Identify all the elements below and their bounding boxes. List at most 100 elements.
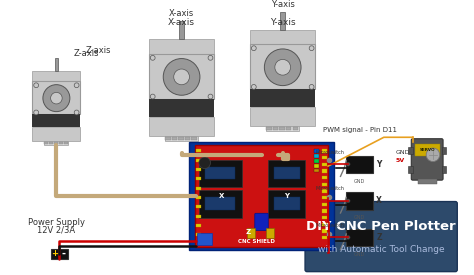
Bar: [185, 137, 191, 140]
Bar: [247, 228, 255, 238]
Text: GND: GND: [354, 252, 365, 257]
FancyBboxPatch shape: [250, 44, 316, 89]
Bar: [172, 137, 177, 140]
Bar: [322, 209, 327, 213]
Bar: [280, 127, 285, 130]
Text: +: +: [52, 249, 58, 258]
Bar: [250, 89, 316, 107]
Bar: [314, 169, 319, 172]
Text: 5V: 5V: [395, 158, 405, 163]
Bar: [51, 249, 68, 258]
Bar: [199, 160, 242, 188]
Bar: [179, 21, 184, 39]
Circle shape: [163, 59, 200, 95]
Text: Power Supply: Power Supply: [28, 218, 85, 227]
Text: Y: Y: [376, 160, 382, 169]
Bar: [196, 149, 201, 152]
FancyBboxPatch shape: [305, 202, 457, 272]
Circle shape: [346, 235, 350, 239]
Bar: [346, 156, 373, 173]
FancyBboxPatch shape: [250, 30, 316, 44]
Bar: [346, 192, 373, 210]
Bar: [322, 156, 327, 159]
Bar: [322, 183, 327, 186]
Bar: [191, 137, 197, 140]
Circle shape: [43, 85, 70, 112]
Circle shape: [309, 84, 314, 89]
Bar: [196, 168, 201, 171]
Bar: [322, 149, 327, 153]
Bar: [418, 179, 437, 185]
Text: Z: Z: [376, 233, 382, 242]
Circle shape: [208, 94, 213, 99]
Circle shape: [426, 148, 440, 161]
Text: X-axis: X-axis: [168, 18, 195, 27]
Circle shape: [150, 94, 155, 99]
Bar: [199, 191, 242, 218]
Circle shape: [150, 56, 155, 60]
Circle shape: [264, 49, 301, 86]
Text: 12V 2/3A: 12V 2/3A: [37, 226, 75, 235]
Text: DIY CNC Pen Plotter: DIY CNC Pen Plotter: [306, 220, 456, 233]
Circle shape: [174, 69, 190, 85]
Bar: [322, 169, 327, 173]
Bar: [165, 137, 171, 140]
Circle shape: [251, 46, 256, 51]
Bar: [268, 160, 305, 188]
Text: X-axis: X-axis: [169, 9, 194, 18]
Bar: [196, 159, 201, 161]
Bar: [178, 137, 184, 140]
Bar: [149, 99, 214, 117]
Circle shape: [275, 59, 291, 75]
Circle shape: [346, 162, 350, 166]
Circle shape: [251, 84, 256, 89]
Bar: [322, 163, 327, 166]
Bar: [205, 167, 235, 179]
Text: CNC SHIELD: CNC SHIELD: [238, 239, 275, 244]
Bar: [408, 166, 413, 173]
Bar: [286, 127, 292, 130]
Bar: [346, 229, 373, 246]
Bar: [314, 159, 319, 163]
Text: Microswitch: Microswitch: [316, 186, 344, 191]
Bar: [322, 203, 327, 206]
Circle shape: [51, 92, 62, 104]
Circle shape: [74, 83, 79, 88]
Bar: [314, 164, 319, 168]
Bar: [197, 233, 212, 245]
Bar: [196, 215, 201, 218]
Bar: [322, 229, 327, 233]
FancyBboxPatch shape: [32, 71, 81, 81]
Bar: [189, 142, 334, 251]
Circle shape: [208, 56, 213, 60]
FancyBboxPatch shape: [149, 39, 214, 54]
Circle shape: [34, 83, 38, 88]
FancyBboxPatch shape: [32, 81, 81, 114]
Bar: [266, 126, 299, 131]
Text: Y: Y: [284, 193, 289, 199]
Text: Y-axis: Y-axis: [270, 18, 295, 27]
Text: PWM signal - Pin D11: PWM signal - Pin D11: [323, 127, 397, 133]
Bar: [322, 176, 327, 179]
Bar: [442, 147, 447, 154]
Bar: [281, 12, 285, 30]
FancyBboxPatch shape: [411, 139, 443, 180]
Bar: [49, 142, 53, 144]
Bar: [322, 223, 327, 226]
Bar: [292, 127, 298, 130]
Bar: [196, 233, 201, 236]
Bar: [196, 205, 201, 208]
FancyBboxPatch shape: [149, 117, 214, 136]
Text: Microswitch: Microswitch: [316, 150, 344, 155]
Bar: [195, 145, 328, 247]
Circle shape: [34, 110, 38, 115]
Bar: [165, 136, 198, 141]
Circle shape: [309, 46, 314, 51]
Text: GND: GND: [354, 179, 365, 184]
Bar: [408, 147, 413, 154]
Text: Z: Z: [246, 229, 251, 235]
Text: X: X: [376, 196, 382, 205]
FancyBboxPatch shape: [149, 54, 214, 99]
Bar: [55, 57, 58, 71]
Text: SERVO: SERVO: [419, 148, 435, 152]
